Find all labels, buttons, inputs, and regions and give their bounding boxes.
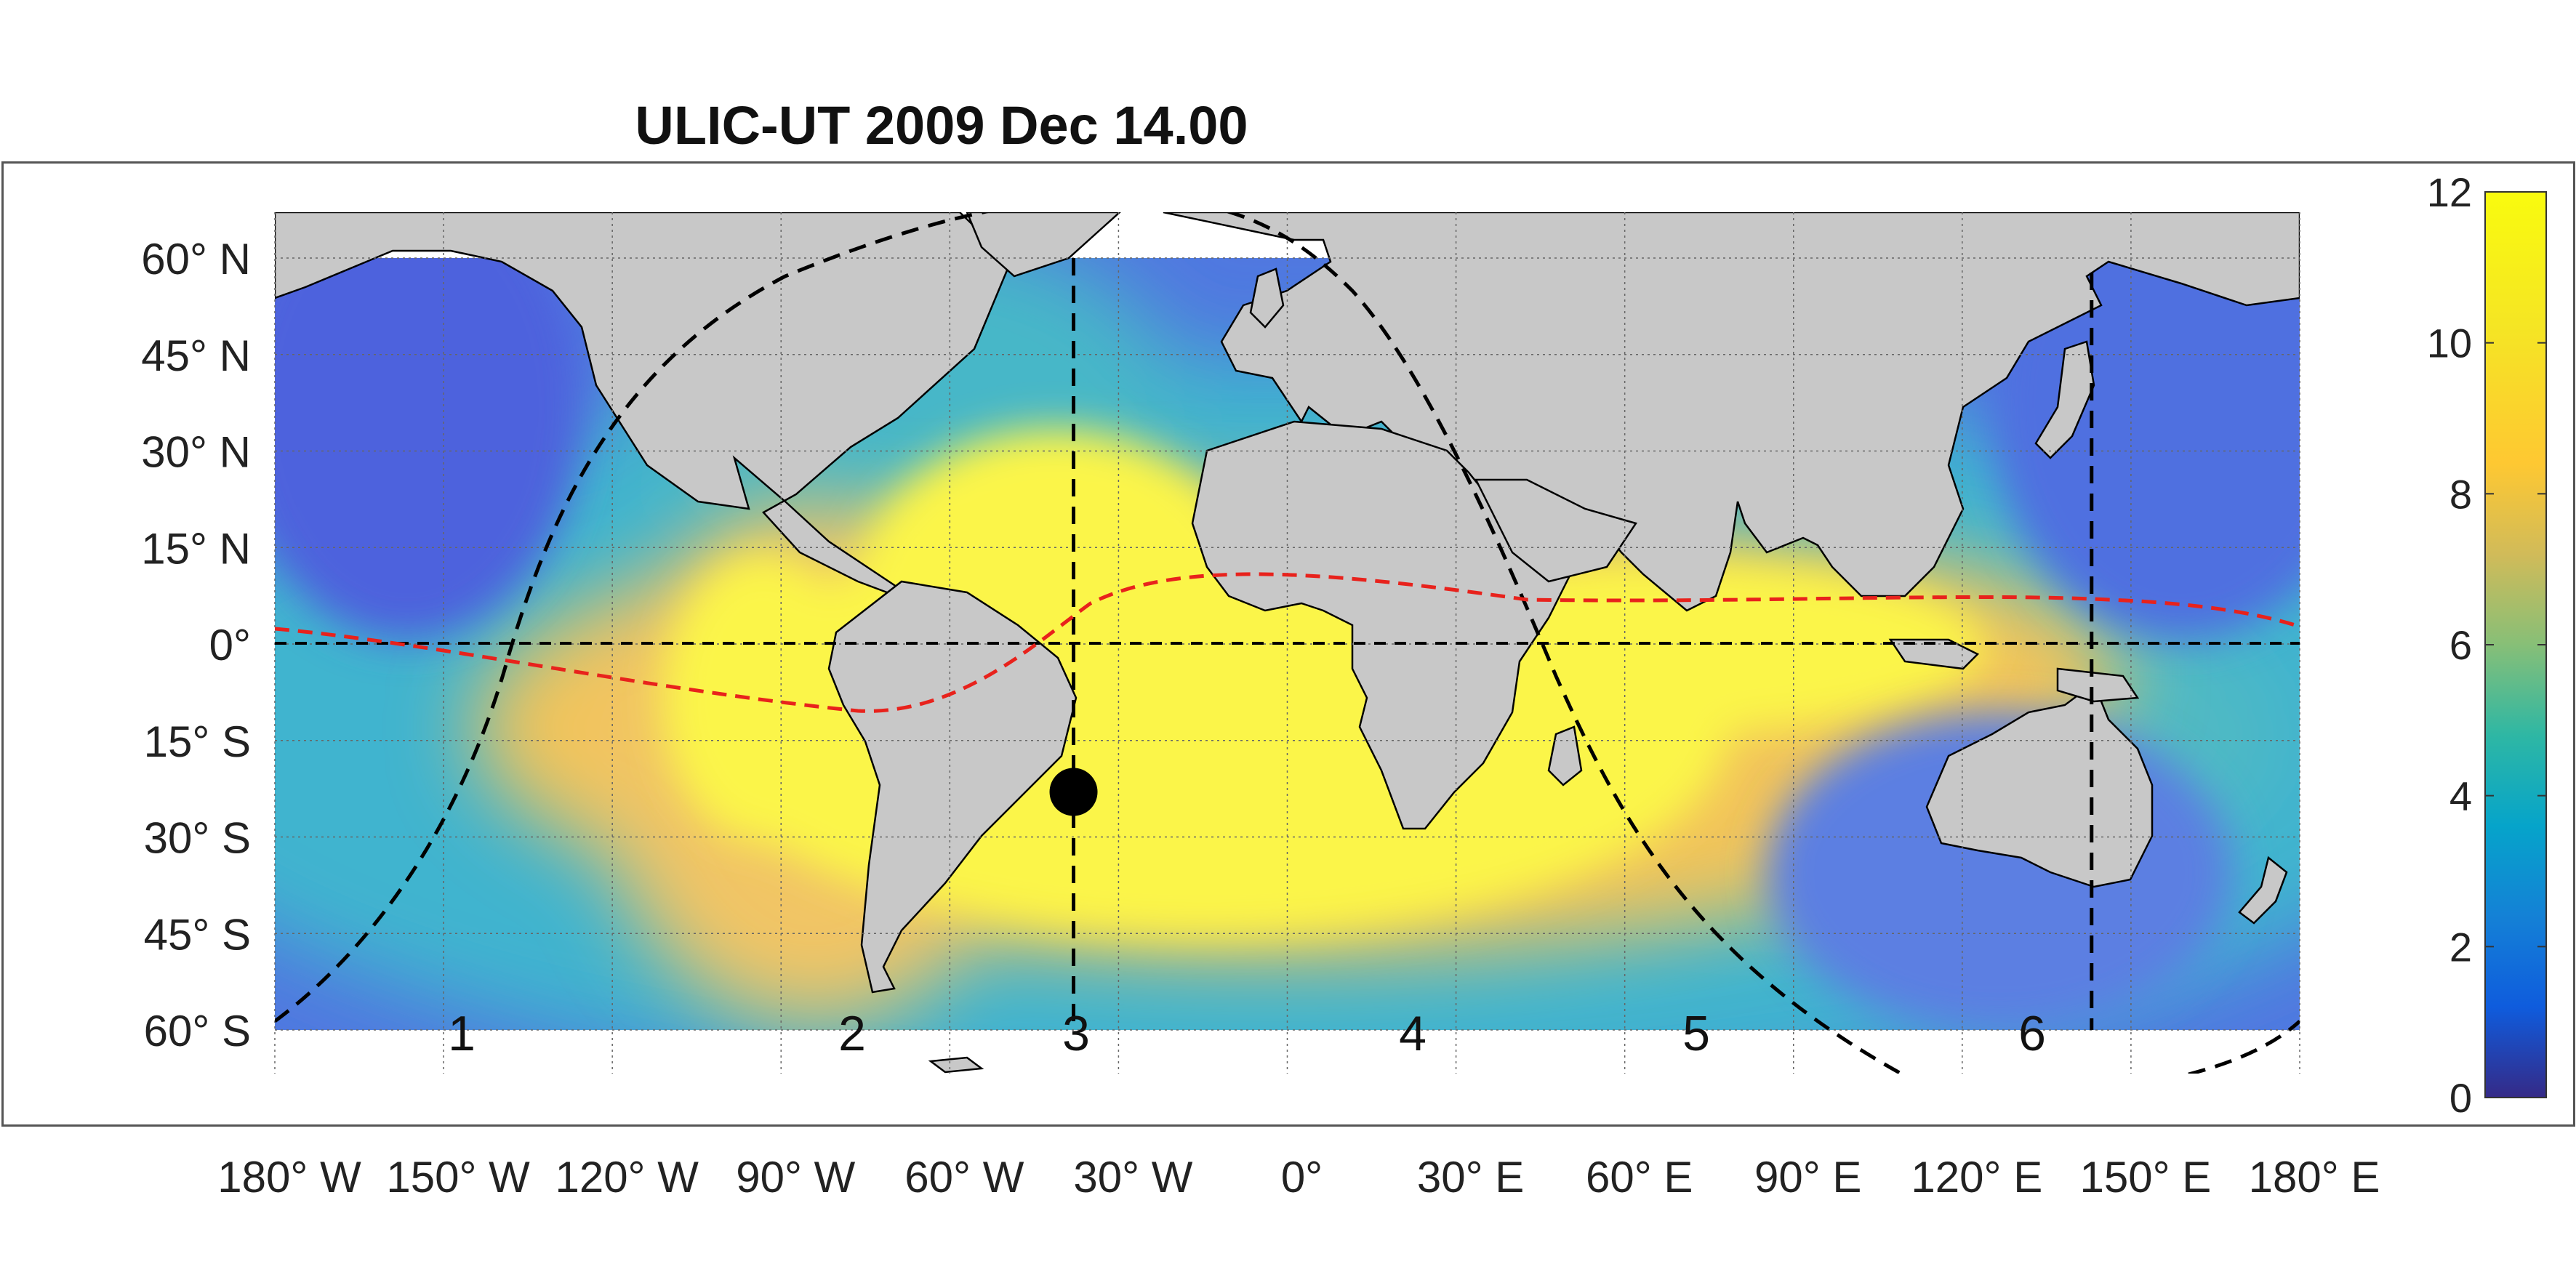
colorbar-tick-label: 6	[2449, 622, 2472, 668]
figure-title: ULIC-UT 2009 Dec 14.00	[635, 95, 1248, 156]
region-number-labels: 1 2 3 4 5 6	[448, 1006, 2046, 1061]
longitude-label: 60° W	[904, 1153, 1024, 1202]
latitude-label: 60° N	[141, 235, 251, 283]
new-zealand-land	[2238, 856, 2288, 925]
new-guinea-land	[2056, 667, 2140, 703]
region-label: 1	[448, 1006, 476, 1061]
longitude-label: 180° E	[2249, 1153, 2380, 1202]
colorbar-tick-label: 4	[2449, 773, 2472, 819]
terminator-line-east	[2188, 1020, 2300, 1074]
colorbar-tick-label: 2	[2449, 924, 2472, 970]
region-label: 2	[838, 1006, 866, 1061]
latitude-label: 45° S	[144, 910, 251, 959]
colorbar-tick-label: 10	[2427, 321, 2472, 366]
region-label: 4	[1399, 1006, 1427, 1061]
europe-asia-land	[1163, 212, 2300, 612]
longitude-label: 180° W	[217, 1153, 361, 1202]
longitude-label: 90° E	[1754, 1153, 1861, 1202]
madagascar-land	[1547, 725, 1583, 786]
longitude-label: 120° W	[555, 1153, 699, 1202]
region-label: 3	[1062, 1006, 1090, 1061]
south-america-land	[827, 580, 1078, 994]
colorbar-ticks: 0 2 4 6 8 10 12	[2427, 169, 2546, 1121]
greenland-land	[966, 212, 1121, 278]
figure-frame	[1, 161, 2575, 1127]
region-label: 5	[1682, 1006, 1710, 1061]
dip-equator-line	[275, 572, 2300, 713]
longitude-label: 0°	[1281, 1153, 1323, 1202]
arabia-land	[1474, 478, 1637, 583]
latitude-label: 45° N	[141, 331, 251, 380]
longitude-label: 150° E	[2080, 1153, 2212, 1202]
longitude-axis-labels: 180° W 150° W 120° W 90° W 60° W 30° W 0° 30° E…	[217, 1153, 2380, 1202]
latitude-label: 0°	[209, 621, 251, 669]
latitude-label: 30° N	[141, 428, 251, 477]
land-masses	[275, 212, 2300, 1074]
latitude-label: 15° N	[141, 524, 251, 573]
longitude-label: 150° W	[386, 1153, 530, 1202]
indonesia-land	[1888, 638, 1980, 670]
colorbar-tick-label: 12	[2427, 169, 2472, 215]
latitude-label: 30° S	[144, 814, 251, 863]
japan-land	[2034, 340, 2095, 459]
longitude-label: 30° W	[1073, 1153, 1192, 1202]
longitude-label: 30° E	[1417, 1153, 1524, 1202]
longitude-label: 60° E	[1586, 1153, 1693, 1202]
terminator-line	[275, 212, 1905, 1074]
australia-land	[1925, 682, 2154, 888]
latitude-axis-labels: 60° N 45° N 30° N 15° N 0° 15° S 30° S 45° S 60°…	[141, 235, 251, 1055]
colorbar-tick-label: 8	[2449, 471, 2472, 517]
north-america-land	[275, 212, 1012, 605]
antarctic-island-land	[928, 1056, 984, 1074]
longitude-label: 90° W	[736, 1153, 855, 1202]
subsolar-point-marker	[1049, 768, 1098, 816]
latitude-label: 60° S	[144, 1007, 251, 1055]
uk-land	[1249, 267, 1285, 329]
longitude-label: 120° E	[1911, 1153, 2042, 1202]
region-label: 6	[2018, 1006, 2046, 1061]
colorbar	[2484, 191, 2547, 1098]
latitude-label: 15° S	[144, 717, 251, 766]
colorbar-tick-label: 0	[2449, 1075, 2472, 1121]
